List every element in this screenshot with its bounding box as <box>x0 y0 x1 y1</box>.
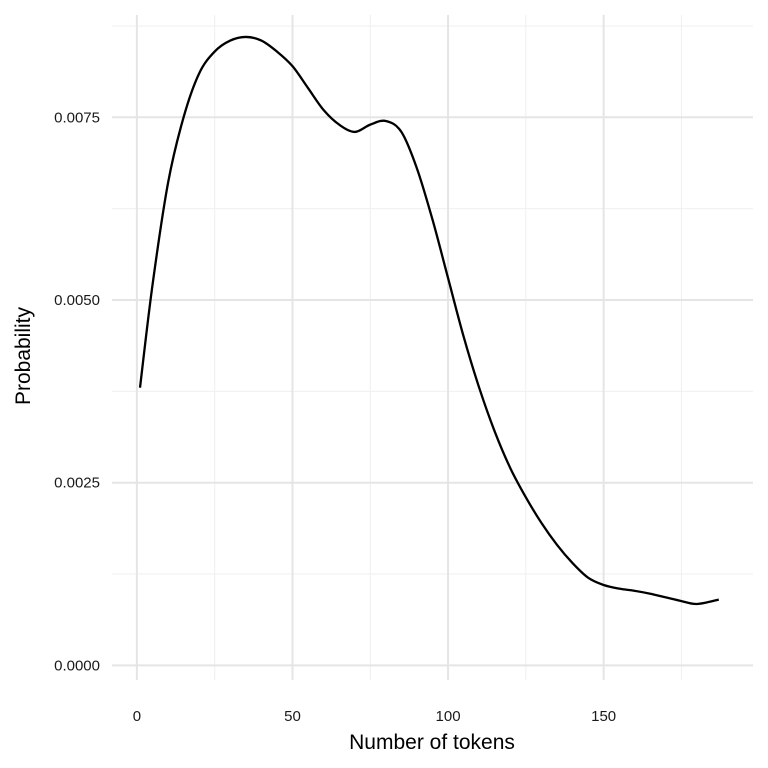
x-tick-label: 50 <box>284 708 301 725</box>
density-line <box>138 35 720 606</box>
x-axis-title: Number of tokens <box>349 731 515 754</box>
y-axis-tick-labels: 0.0000 0.0025 0.0050 0.0075 <box>54 109 100 674</box>
x-tick-label: 0 <box>133 708 141 725</box>
x-tick-label: 150 <box>591 708 616 725</box>
y-axis-title: Probability <box>12 306 35 405</box>
y-tick-label: 0.0050 <box>54 292 100 309</box>
major-gridlines <box>112 15 753 680</box>
series-layer <box>138 35 720 606</box>
y-tick-label: 0.0025 <box>54 475 100 492</box>
x-tick-label: 100 <box>436 708 461 725</box>
x-axis-tick-labels: 0 50 100 150 <box>133 708 616 725</box>
y-tick-label: 0.0075 <box>54 109 100 126</box>
y-tick-label: 0.0000 <box>54 657 100 674</box>
minor-gridlines <box>112 15 753 680</box>
